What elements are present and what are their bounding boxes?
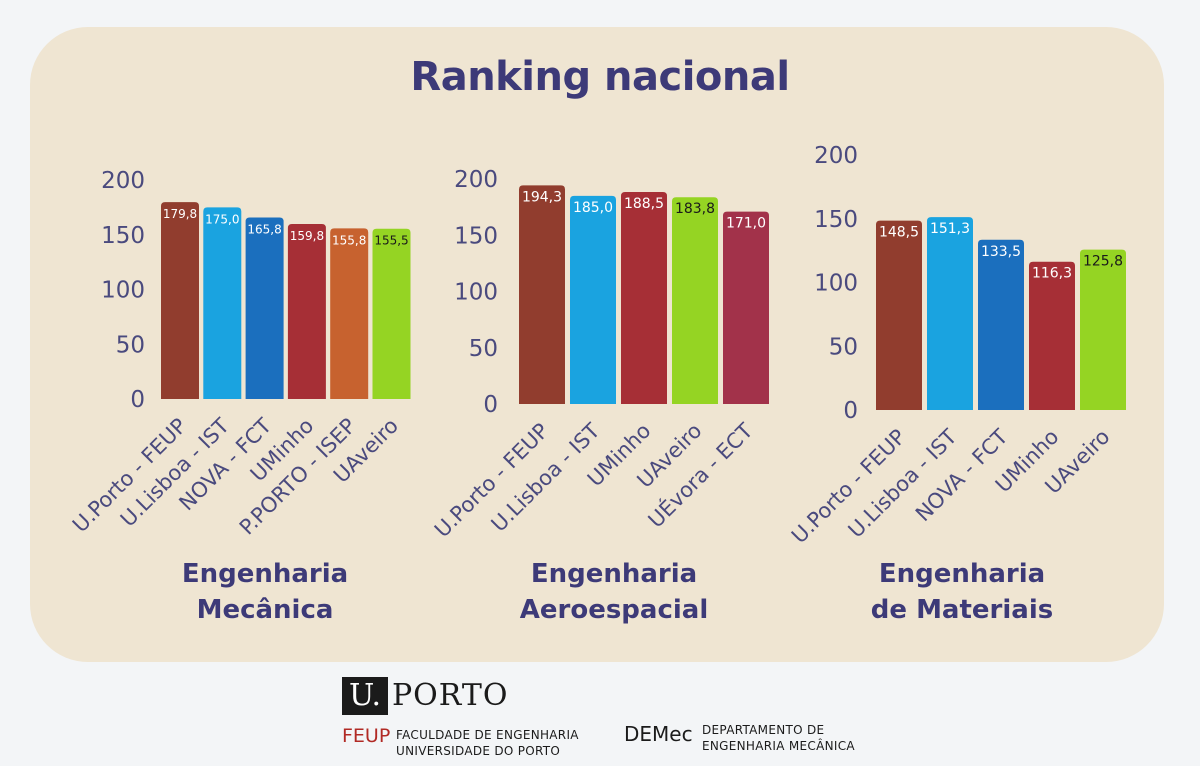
bar-value-label: 133,5 xyxy=(981,244,1021,260)
bar xyxy=(570,195,616,404)
y-tick-label: 50 xyxy=(829,334,858,360)
bar-value-label: 155,8 xyxy=(332,233,366,247)
y-tick-label: 150 xyxy=(814,207,858,233)
bar xyxy=(672,197,718,404)
bar xyxy=(519,185,565,404)
y-tick-label: 200 xyxy=(814,143,858,169)
chart-title-line: Engenharia xyxy=(530,559,698,589)
bar-value-label: 159,8 xyxy=(290,229,324,243)
chart-title-line: de Materiais xyxy=(870,595,1054,625)
chart-title-line: Mecânica xyxy=(196,595,334,625)
footer-logos: U. PORTO FEUP FACULDADE DE ENGENHARIA UN… xyxy=(0,672,1200,766)
y-tick-label: 0 xyxy=(483,392,498,418)
bar-value-label: 175,0 xyxy=(205,212,239,226)
bar-value-label: 155,5 xyxy=(374,234,408,248)
y-tick-label: 150 xyxy=(101,223,145,249)
y-tick-label: 200 xyxy=(101,168,145,194)
chart-title-line: Aeroespacial xyxy=(519,595,709,625)
bar-value-label: 194,3 xyxy=(522,189,562,205)
bar-value-label: 185,0 xyxy=(573,200,613,216)
y-tick-label: 50 xyxy=(116,332,145,358)
y-tick-label: 150 xyxy=(454,223,498,249)
bar xyxy=(723,211,769,404)
y-tick-label: 50 xyxy=(469,336,498,362)
chart-title-mecanica: Engenharia Mecânica xyxy=(130,556,400,628)
bar-value-label: 125,8 xyxy=(1083,254,1123,270)
chart-title-line: Engenharia xyxy=(181,559,349,589)
y-tick-label: 0 xyxy=(843,398,858,424)
uporto-logo-box: U. xyxy=(342,677,388,715)
y-tick-label: 0 xyxy=(130,387,145,413)
bar xyxy=(372,228,411,399)
bar-value-label: 165,8 xyxy=(247,222,281,236)
bar-value-label: 183,8 xyxy=(675,201,715,217)
demec-name-line: DEPARTAMENTO DE xyxy=(702,723,825,737)
bar-value-label: 116,3 xyxy=(1032,266,1072,282)
bar xyxy=(1080,249,1126,410)
bar xyxy=(203,207,242,399)
demec-acronym: DEMec xyxy=(624,722,693,746)
bar xyxy=(876,220,922,410)
y-tick-label: 100 xyxy=(454,280,498,306)
demec-name-line-2: ENGENHARIA MECÂNICA xyxy=(702,739,855,753)
bar-value-label: 188,5 xyxy=(624,196,664,212)
feup-name-line: FACULDADE DE ENGENHARIA xyxy=(396,728,579,742)
bar xyxy=(245,217,284,399)
bar-value-label: 148,5 xyxy=(879,225,919,241)
bar xyxy=(1029,261,1075,410)
bar xyxy=(621,191,667,404)
feup-acronym: FEUP xyxy=(342,725,391,747)
feup-university-line: UNIVERSIDADE DO PORTO xyxy=(396,744,561,758)
bar xyxy=(978,239,1024,410)
chart-title-materiais: Engenharia de Materiais xyxy=(822,556,1102,628)
page-title: Ranking nacional xyxy=(410,54,790,100)
bar xyxy=(287,224,326,399)
chart-title-line: Engenharia xyxy=(878,559,1046,589)
bar-value-label: 151,3 xyxy=(930,221,970,237)
bar xyxy=(330,228,369,399)
y-tick-label: 200 xyxy=(454,167,498,193)
bar-value-label: 179,8 xyxy=(163,207,197,221)
bar xyxy=(161,202,199,399)
y-tick-label: 100 xyxy=(101,278,145,304)
y-tick-label: 100 xyxy=(814,271,858,297)
bar xyxy=(927,217,973,410)
bar-value-label: 171,0 xyxy=(726,216,766,232)
chart-title-aeroespacial: Engenharia Aeroespacial xyxy=(474,556,754,628)
uporto-logo-word: PORTO xyxy=(392,678,509,713)
